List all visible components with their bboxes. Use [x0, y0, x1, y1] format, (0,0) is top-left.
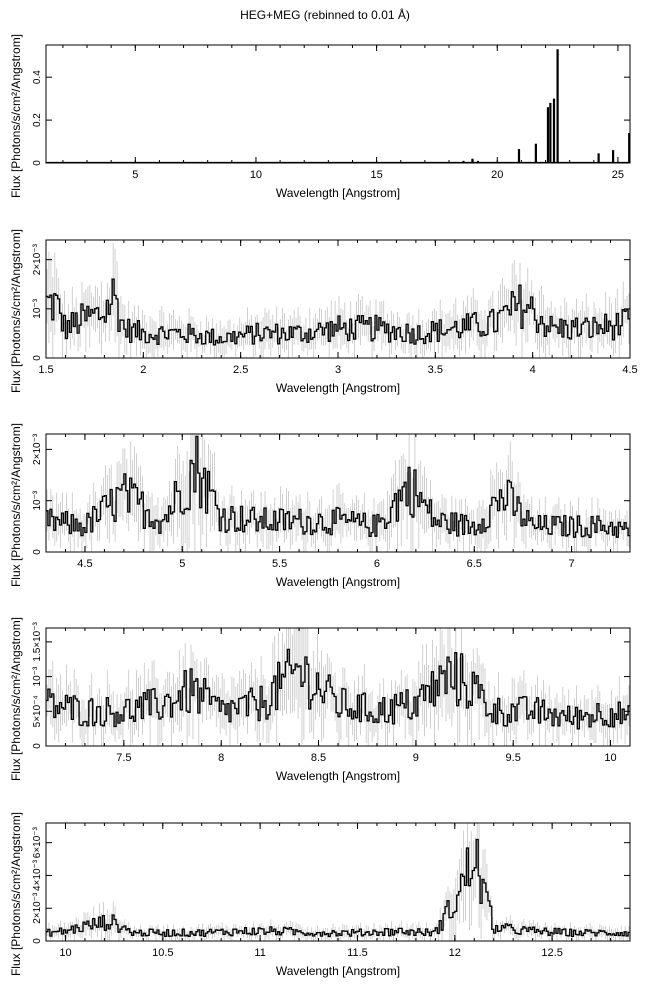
x-tick-label: 5 [132, 169, 138, 181]
x-axis-label: Wavelength [Angstrom] [276, 769, 400, 783]
y-axis-label: Flux [Photons/s/cm²/Angstrom] [9, 812, 23, 976]
x-tick-label: 2.5 [233, 364, 248, 376]
spectrum-line [46, 648, 630, 730]
y-tick-label: 0.4 [32, 70, 43, 84]
y-axis-label: Flux [Photons/s/cm²/Angstrom] [9, 617, 23, 781]
x-tick-label: 6 [374, 558, 380, 570]
x-tick-label: 25 [612, 169, 624, 181]
y-tick-label: 0 [32, 160, 43, 166]
spectrum-line [46, 838, 630, 938]
error-bars [46, 434, 630, 552]
x-tick-label: 8.5 [311, 752, 326, 764]
chart-panel-4: 7.5 8 8.5 9 9.5 10 0 5×10⁻⁴ 10⁻³ 1.5×10⁻³ Waveleng… [9, 617, 631, 783]
x-tick-label: 12.5 [541, 947, 562, 959]
y-axis-label: Flux [Photons/s/cm²/Angstrom] [9, 229, 23, 393]
page-title: HEG+MEG (rebinned to 0.01 Å) [240, 8, 410, 22]
x-tick-label: 12 [449, 947, 461, 959]
x-tick-label: 11 [254, 947, 265, 959]
x-tick-label: 15 [370, 169, 382, 181]
y-tick-label: 10⁻³ [32, 298, 43, 318]
x-tick-label: 10 [250, 169, 262, 181]
x-tick-label: 10 [604, 752, 616, 764]
error-bars [46, 242, 630, 358]
x-tick-label: 11.5 [347, 947, 368, 959]
chart-panel-2: 1.5 2 2.5 3 3.5 4 4.5 0 10⁻³ 2×10⁻³ Wavelength [An… [9, 229, 638, 395]
x-tick-label: 7 [569, 558, 575, 570]
y-tick-label: 0 [32, 549, 43, 555]
y-axis-label: Flux [Photons/s/cm²/Angstrom] [9, 423, 23, 587]
x-tick-label: 4 [530, 364, 536, 376]
x-tick-label: 6.5 [467, 558, 482, 570]
x-axis-label: Wavelength [Angstrom] [276, 186, 400, 200]
y-tick-label: 0 [32, 938, 43, 944]
x-tick-label: 10 [59, 947, 71, 959]
chart-panel-3: 4.5 5 5.5 6 6.5 7 0 10⁻³ 2×10⁻³ Wavelength [Angst… [9, 423, 631, 589]
x-axis-label: Wavelength [Angstrom] [276, 575, 400, 589]
spectrum-line [46, 435, 630, 539]
y-axis-label: Flux [Photons/s/cm²/Angstrom] [9, 34, 23, 198]
y-tick-label: 0 [32, 743, 43, 749]
plot-frame [45, 44, 631, 164]
x-tick-label: 8 [218, 752, 224, 764]
y-tick-label: 1.5×10⁻³ [32, 621, 43, 661]
x-tick-label: 10.5 [152, 947, 173, 959]
y-tick-label: 2×10⁻³ [32, 892, 43, 924]
x-tick-label: 4.5 [77, 558, 92, 570]
y-tick-label: 0.2 [32, 113, 43, 127]
x-axis-label: Wavelength [Angstrom] [276, 381, 400, 395]
plot-frame [45, 627, 631, 747]
plot-frame [45, 239, 631, 359]
x-tick-label: 7.5 [116, 752, 131, 764]
plot-frame [45, 433, 631, 553]
y-tick-label: 10⁻³ [32, 490, 43, 510]
y-tick-label: 10⁻³ [32, 666, 43, 686]
error-bars [46, 628, 630, 746]
x-tick-label: 4.5 [622, 364, 637, 376]
y-tick-label: 2×10⁻³ [32, 243, 43, 275]
x-tick-label: 9 [413, 752, 419, 764]
y-tick-label: 6×10⁻³ [32, 826, 43, 858]
x-tick-label: 5 [179, 558, 185, 570]
x-tick-label: 2 [140, 364, 146, 376]
chart-panel-5: 10 10.5 11 11.5 12 12.5 0 2×10⁻³4×10⁻³6×10⁻³ Wav… [9, 812, 631, 978]
plot-frame [45, 822, 631, 942]
chart-panel-1: 5 10 15 20 25 0 0.2 0.4 Wavelength [Angstrom] Flu… [9, 34, 631, 200]
error-bars [46, 823, 630, 941]
x-tick-label: 3.5 [428, 364, 443, 376]
y-tick-label: 2×10⁻³ [32, 433, 43, 465]
x-tick-label: 1.5 [38, 364, 53, 376]
x-axis-label: Wavelength [Angstrom] [276, 964, 400, 978]
x-tick-label: 5.5 [272, 558, 287, 570]
spectrum-line [46, 278, 630, 346]
x-tick-label: 20 [491, 169, 503, 181]
y-tick-label: 5×10⁻⁴ [32, 695, 43, 727]
y-tick-label: 0 [32, 355, 43, 361]
x-tick-label: 9.5 [506, 752, 521, 764]
x-tick-label: 3 [335, 364, 341, 376]
y-tick-label: 4×10⁻³ [32, 859, 43, 891]
